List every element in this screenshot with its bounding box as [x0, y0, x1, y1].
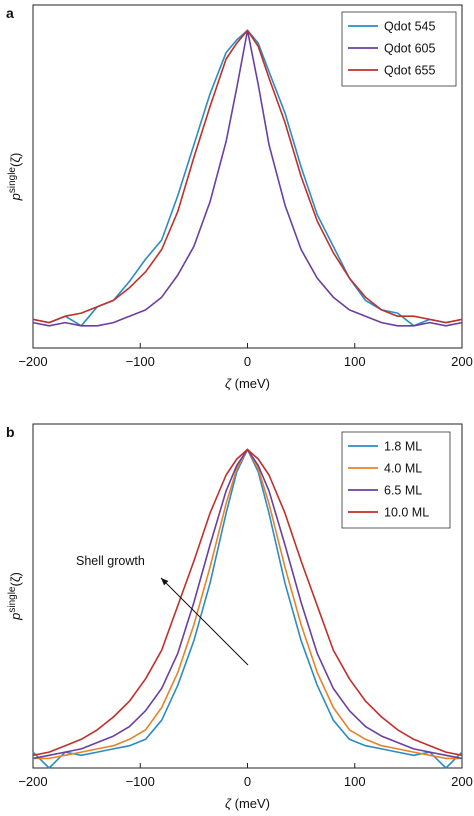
- legend: 1.8 ML 4.0 ML 6.5 ML 10.0 ML: [341, 431, 451, 529]
- x-tick-label: 0: [244, 354, 251, 369]
- x-tick-label: −100: [126, 354, 155, 369]
- legend: Qdot 545 Qdot 605 Qdot 655: [341, 11, 457, 87]
- x-tick-label: 100: [344, 354, 366, 369]
- y-axis-label: psingle(ζ): [7, 572, 23, 621]
- panel-label: b: [6, 424, 15, 440]
- legend-box: [341, 431, 451, 529]
- x-tick-label: 200: [451, 774, 473, 789]
- x-tick-label: 0: [244, 774, 251, 789]
- legend-entry: 6.5 ML: [384, 484, 422, 498]
- chart-panel-a: −200 −100 0 100 200 ζ (meV) psingle(ζ) a Qdot 54…: [6, 4, 473, 391]
- legend-box: [341, 11, 457, 87]
- annotation-text: Shell growth: [76, 554, 145, 568]
- annotation-arrow: [160, 577, 249, 666]
- legend-entry: Qdot 605: [384, 42, 435, 56]
- x-tick-label: 100: [344, 774, 366, 789]
- x-axis-label: ζ (meV): [225, 376, 270, 391]
- x-axis-label: ζ (meV): [225, 796, 270, 811]
- legend-entry: 10.0 ML: [384, 506, 429, 520]
- x-tick-label: −200: [18, 774, 47, 789]
- x-tick-label: 200: [451, 354, 473, 369]
- legend-entry: 1.8 ML: [384, 440, 422, 454]
- series-line-4: [32, 448, 463, 757]
- x-tick-label: −100: [126, 774, 155, 789]
- legend-entry: Qdot 655: [384, 64, 435, 78]
- series-line-3: [32, 29, 463, 324]
- panel-label: a: [6, 5, 14, 21]
- legend-entry: 4.0 ML: [384, 462, 422, 476]
- annotation-arrowhead: [161, 578, 169, 586]
- y-axis-label: psingle(ζ): [7, 153, 23, 202]
- legend-entry: Qdot 545: [384, 20, 435, 34]
- x-tick-label: −200: [18, 354, 47, 369]
- chart-panel-b: −200 −100 0 100 200 ζ (meV) psingle(ζ) b 1.8 ML 4…: [6, 423, 473, 811]
